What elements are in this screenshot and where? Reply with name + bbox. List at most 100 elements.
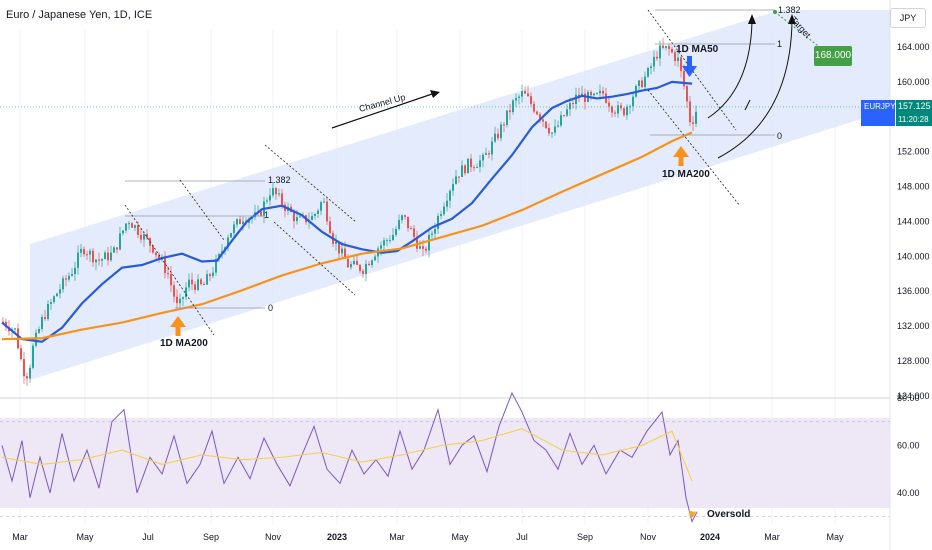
projection-curves[interactable] xyxy=(707,21,793,159)
ma50-line[interactable] xyxy=(1,80,693,343)
candle-body xyxy=(173,285,175,297)
candle-body xyxy=(230,233,232,238)
candle-body xyxy=(614,112,616,114)
candle-body xyxy=(32,345,34,368)
ma200-line[interactable] xyxy=(1,131,693,341)
candle-body xyxy=(662,45,664,48)
candle-body xyxy=(362,270,364,274)
candle-body xyxy=(215,259,217,273)
candle-body xyxy=(494,133,496,142)
candle-body xyxy=(647,68,649,77)
candle-body xyxy=(335,241,337,244)
candle-body xyxy=(131,223,133,228)
rsi-line[interactable] xyxy=(1,391,698,523)
candle-body xyxy=(320,202,322,211)
candle-body xyxy=(665,46,667,48)
candle-body xyxy=(50,302,52,304)
candle-body xyxy=(446,200,448,207)
candle-body xyxy=(452,183,454,191)
candle-body xyxy=(194,284,196,290)
candle-body xyxy=(80,248,82,253)
candle-body xyxy=(155,252,157,256)
y-tick-label: 148.000 xyxy=(897,182,930,192)
candle-body xyxy=(692,122,694,124)
candle-body xyxy=(626,106,628,116)
x-tick-label: Mar xyxy=(12,532,28,542)
candle-body xyxy=(371,260,373,266)
currency-button[interactable]: JPY xyxy=(890,8,926,28)
candle-body xyxy=(164,258,166,274)
candle-body xyxy=(236,219,238,225)
candle-body xyxy=(38,328,40,333)
candle-body xyxy=(119,233,121,250)
symbol-title[interactable]: Euro / Japanese Yen, 1D, ICE xyxy=(6,9,153,21)
y-tick-label: 144.000 xyxy=(897,216,930,226)
candle-body xyxy=(293,211,295,222)
rsi-y-tick-label: 60.00 xyxy=(897,440,920,450)
candle-body xyxy=(311,215,313,221)
candle-body xyxy=(467,158,469,174)
candle-body xyxy=(212,272,214,276)
candle-body xyxy=(233,224,235,234)
candle-body xyxy=(380,245,382,249)
candle-body xyxy=(59,289,61,294)
candle-body xyxy=(47,303,49,319)
price-value: 157.125 xyxy=(898,101,931,111)
x-tick-label: Jul xyxy=(516,532,528,542)
rsi-ma-line[interactable] xyxy=(1,428,693,482)
candle-body xyxy=(242,221,244,224)
candle-body xyxy=(170,273,172,286)
candle-body xyxy=(590,91,592,96)
candle-body xyxy=(503,124,505,126)
candle-body xyxy=(560,115,562,126)
channel-up-arrowhead xyxy=(430,90,440,98)
price-countdown: 11:20:28 xyxy=(898,115,929,124)
target-dot xyxy=(773,10,777,14)
candle-body xyxy=(269,195,271,201)
candle-body xyxy=(107,252,109,261)
candle-body xyxy=(137,225,139,235)
candle-body xyxy=(683,70,685,87)
candle-body xyxy=(512,100,514,113)
fib-left-0: 0 xyxy=(268,303,273,313)
fib-right[interactable] xyxy=(650,9,775,136)
candle-body xyxy=(443,206,445,215)
candle-body xyxy=(392,234,394,241)
candle-body xyxy=(572,103,574,105)
y-tick-label: 136.000 xyxy=(897,286,930,296)
candle-body xyxy=(197,279,199,290)
x-tick-label: 2024 xyxy=(700,532,720,542)
x-tick-label: 2023 xyxy=(327,532,347,542)
candle-body xyxy=(542,119,544,122)
candle-body xyxy=(134,225,136,228)
fib-right-1: 1 xyxy=(777,39,782,49)
target-value-badge: 168.000 xyxy=(814,46,852,66)
fib-right-1382: 1.382 xyxy=(778,5,801,15)
y-tick-label: 124.000 xyxy=(897,391,930,401)
candle-body xyxy=(329,221,331,234)
candle-body xyxy=(410,228,412,230)
candle-body xyxy=(53,296,55,303)
candle-body xyxy=(200,279,202,285)
fib-right-0: 0 xyxy=(777,131,782,141)
candle-body xyxy=(296,217,298,222)
candle-body xyxy=(497,133,499,139)
x-tick-label: Nov xyxy=(265,532,282,542)
candle-body xyxy=(689,101,691,123)
candle-body xyxy=(209,274,211,276)
candle-body xyxy=(680,57,682,71)
candle-body xyxy=(152,245,154,253)
candle-body xyxy=(98,259,100,261)
oversold-icon: ☛ xyxy=(688,507,699,521)
candle-body xyxy=(56,293,58,297)
candle-body xyxy=(578,94,580,97)
candle-body xyxy=(401,215,403,221)
candle-body xyxy=(125,223,127,231)
candle-body xyxy=(575,94,577,104)
candle-body xyxy=(146,234,148,238)
candle-body xyxy=(326,201,328,222)
fib-left[interactable] xyxy=(125,180,265,309)
channel-up-band[interactable] xyxy=(30,10,890,380)
candle-body xyxy=(485,153,487,155)
